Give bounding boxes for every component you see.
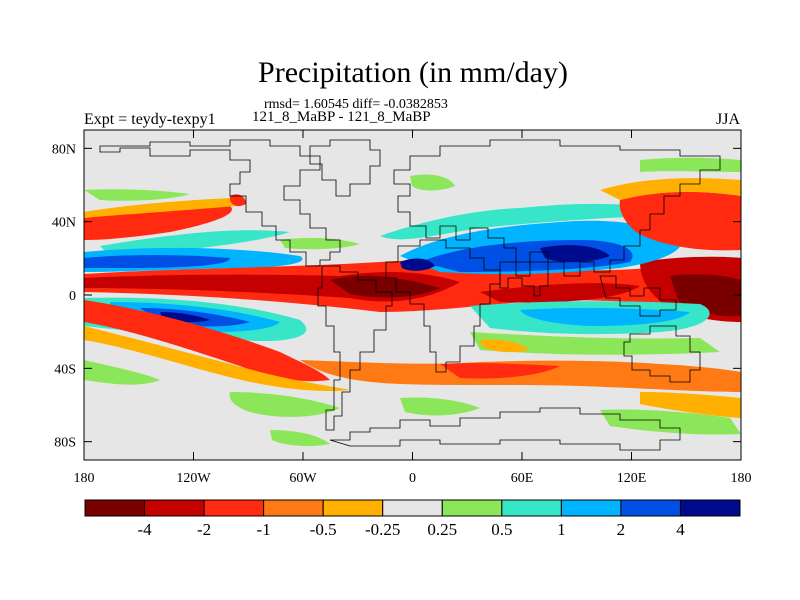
anomaly-region <box>440 363 560 379</box>
colorbar-label: 4 <box>676 520 685 539</box>
anomaly-region <box>400 397 480 416</box>
coastline-eurasia <box>393 139 721 277</box>
anomaly-region <box>270 430 330 447</box>
lon-tick-label: 120W <box>176 471 211 486</box>
tick-labels: 180 120W 60W 0 60E 120E 180 80N 40N 0 40S 80S <box>52 142 752 486</box>
coastline-australia <box>623 325 701 383</box>
figure-title: Precipitation (in mm/day) <box>258 56 568 89</box>
lon-tick-label: 60W <box>289 471 317 486</box>
colorbar: -4 -2 -1 -0.5 -0.25 0.25 0.5 1 2 4 <box>84 499 741 539</box>
anomaly-region <box>480 283 640 303</box>
anomaly-region <box>84 360 160 385</box>
coastline-africa <box>385 239 501 373</box>
coastline-maritime-continent <box>599 275 677 317</box>
colorbar-box <box>263 499 324 517</box>
coastline-north-america <box>99 139 341 267</box>
colorbar-box <box>501 499 562 517</box>
colorbar-box <box>441 499 503 517</box>
lat-tick-label: 0 <box>69 289 76 304</box>
anomaly-region <box>600 409 741 435</box>
anomaly-region <box>84 255 230 268</box>
anomaly-region <box>84 198 236 218</box>
colorbar-label: -0.5 <box>310 520 337 539</box>
colorbar-label: 1 <box>557 520 566 539</box>
colorbar-box <box>84 499 146 517</box>
experiment-line: 121_8_MaBP - 121_8_MaBP <box>252 109 431 125</box>
colorbar-label: 0.5 <box>491 520 512 539</box>
colorbar-label: 2 <box>617 520 626 539</box>
lon-tick-label: 0 <box>409 471 416 486</box>
coastline-south-asia <box>499 261 549 297</box>
anomaly-region <box>230 194 246 207</box>
anomaly-fields <box>84 157 741 447</box>
lat-tick-label: 80S <box>54 436 76 451</box>
coastline-antarctica <box>329 407 681 451</box>
season-label: JJA <box>715 111 740 128</box>
left-string: Expt = teydy-texpy1 <box>84 111 216 128</box>
anomaly-region <box>470 332 720 355</box>
anomaly-region <box>84 300 330 382</box>
anomaly-region <box>540 245 610 263</box>
anomaly-region <box>600 178 741 200</box>
anomaly-region <box>619 191 741 251</box>
stats-line: rmsd= 1.60545 diff= -0.0382853 <box>264 97 448 112</box>
lat-tick-label: 80N <box>52 142 76 157</box>
tick-marks <box>83 130 742 460</box>
colorbar-label: -0.25 <box>365 520 400 539</box>
anomaly-region <box>400 258 435 271</box>
anomaly-region <box>330 275 440 298</box>
colorbar-label: -4 <box>137 520 152 539</box>
colorbar-label: -1 <box>257 520 271 539</box>
lat-tick-label: 40N <box>52 216 76 231</box>
coastlines <box>99 139 721 451</box>
lon-tick-label: 120E <box>617 471 647 486</box>
anomaly-region <box>84 189 190 201</box>
colorbar-label: -2 <box>197 520 211 539</box>
colorbar-box <box>322 499 384 517</box>
anomaly-region <box>480 339 530 353</box>
lon-tick-label: 180 <box>731 471 752 486</box>
anomaly-region <box>229 392 340 417</box>
colorbar-label: 0.25 <box>427 520 457 539</box>
colorbar-box <box>144 499 205 517</box>
anomaly-region <box>640 392 741 418</box>
coastline-greenland <box>309 139 381 197</box>
lon-tick-label: 60E <box>511 471 534 486</box>
colorbar-box <box>560 499 622 517</box>
lon-tick-label: 180 <box>74 471 95 486</box>
colorbar-box <box>620 499 681 517</box>
anomaly-region <box>410 174 455 191</box>
colorbar-box <box>203 499 265 517</box>
colorbar-box <box>679 499 741 517</box>
anomaly-region <box>640 157 741 172</box>
colorbar-box <box>382 499 443 517</box>
lat-tick-label: 40S <box>54 362 76 377</box>
coastline-south-america <box>317 265 393 431</box>
anomaly-region <box>380 203 650 240</box>
anomaly-region <box>520 307 690 326</box>
